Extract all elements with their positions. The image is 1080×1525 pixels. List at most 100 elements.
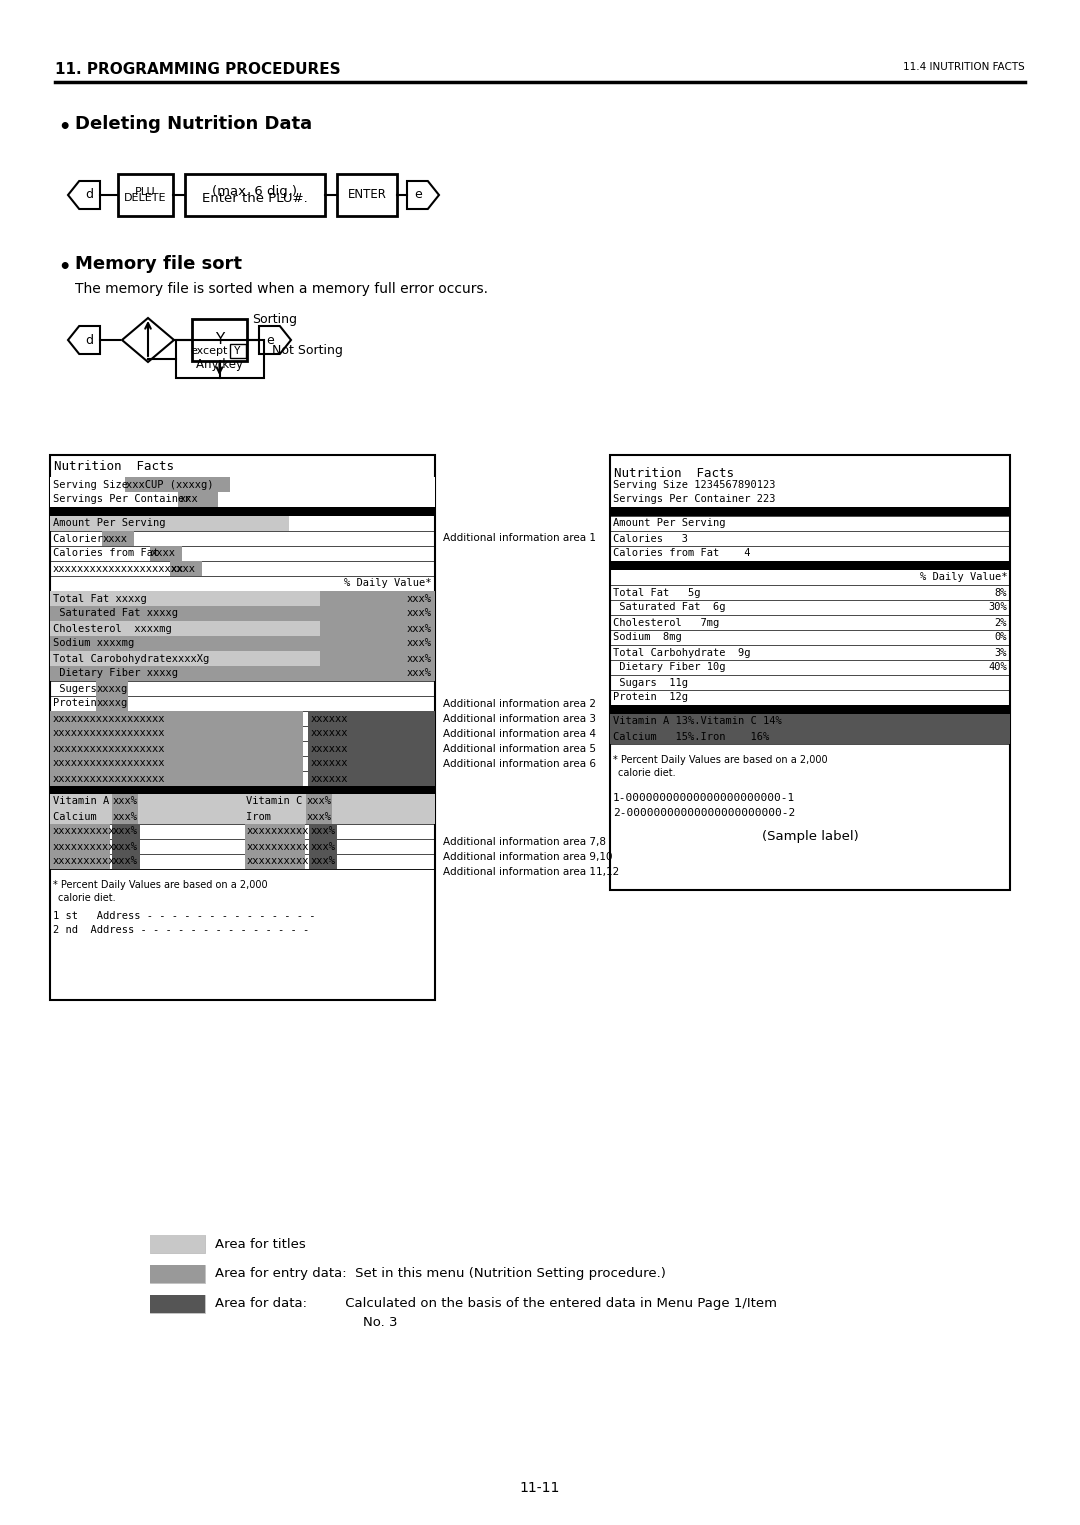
Text: xxxxxxxxxxxxxxxxxx: xxxxxxxxxxxxxxxxxx xyxy=(53,729,165,738)
Text: Sodium  8mg: Sodium 8mg xyxy=(613,633,681,642)
Text: 2 nd  Address - - - - - - - - - - - - - -: 2 nd Address - - - - - - - - - - - - - - xyxy=(53,926,309,935)
Text: 2-00000000000000000000000-2: 2-00000000000000000000000-2 xyxy=(613,808,795,817)
Bar xyxy=(308,711,435,726)
Bar xyxy=(50,772,303,785)
Bar xyxy=(50,605,320,621)
Text: except: except xyxy=(191,346,228,355)
Text: Vitamin C: Vitamin C xyxy=(245,796,314,807)
Text: Any key: Any key xyxy=(195,358,243,371)
Bar xyxy=(112,795,138,808)
Text: xxx%: xxx% xyxy=(311,842,336,851)
Text: Memory file sort: Memory file sort xyxy=(75,255,242,273)
Text: xxxxxx: xxxxxx xyxy=(311,758,349,769)
Text: (max. 6 dig.): (max. 6 dig.) xyxy=(213,185,297,198)
Text: 1 st   Address - - - - - - - - - - - - - -: 1 st Address - - - - - - - - - - - - - - xyxy=(53,910,315,921)
Text: Area for entry data:  Set in this menu (Nutrition Setting procedure.): Area for entry data: Set in this menu (N… xyxy=(215,1267,666,1281)
Bar xyxy=(610,454,1010,891)
Text: d: d xyxy=(85,189,93,201)
Text: Cholesterol   7mg: Cholesterol 7mg xyxy=(613,618,719,627)
Bar xyxy=(96,695,129,711)
Bar xyxy=(150,1295,205,1313)
Bar xyxy=(50,506,435,515)
Bar xyxy=(244,824,305,839)
Bar xyxy=(150,1266,205,1283)
Text: xxxxxxxxxx: xxxxxxxxxx xyxy=(246,827,309,837)
Text: Calcium   15%.Iron    16%: Calcium 15%.Iron 16% xyxy=(613,732,769,741)
Text: Protein  12g: Protein 12g xyxy=(613,692,688,703)
Text: calorie diet.: calorie diet. xyxy=(618,769,676,778)
Text: xxxxxxxxxxxxxxxxxxxxx: xxxxxxxxxxxxxxxxxxxxx xyxy=(53,564,185,573)
Text: The memory file is sorted when a memory full error occurs.: The memory file is sorted when a memory … xyxy=(75,282,488,296)
Bar xyxy=(50,651,320,666)
Text: xxxCUP (xxxxg): xxxCUP (xxxxg) xyxy=(126,479,214,490)
Bar xyxy=(50,621,320,636)
Text: xxxxxxxxxx: xxxxxxxxxx xyxy=(53,842,116,851)
Bar xyxy=(320,651,435,666)
Bar xyxy=(112,839,140,854)
Bar xyxy=(610,506,1010,515)
Text: Sorting: Sorting xyxy=(252,314,297,326)
Text: Saturated Fat  6g: Saturated Fat 6g xyxy=(613,602,726,613)
Text: Area for titles: Area for titles xyxy=(215,1237,306,1250)
Text: Irom: Irom xyxy=(245,811,314,822)
Bar xyxy=(610,729,1010,744)
Text: xxxxxx: xxxxxx xyxy=(311,744,349,753)
Bar xyxy=(50,854,110,869)
Bar xyxy=(150,546,183,561)
Text: Additional information area 4: Additional information area 4 xyxy=(443,729,596,740)
Text: Cholesterol  xxxxmg: Cholesterol xxxxmg xyxy=(53,624,172,633)
Text: xxxxxxxxxx: xxxxxxxxxx xyxy=(246,857,309,866)
Text: Calorier: Calorier xyxy=(53,534,109,543)
Text: % Daily Value*: % Daily Value* xyxy=(919,572,1007,583)
Text: ENTER: ENTER xyxy=(348,189,387,201)
Bar xyxy=(192,319,247,361)
Bar xyxy=(112,824,140,839)
Text: Total Fat xxxxg: Total Fat xxxxg xyxy=(53,593,147,604)
Text: xxx%: xxx% xyxy=(407,639,432,648)
Text: No. 3: No. 3 xyxy=(363,1316,397,1328)
Text: xxx%: xxx% xyxy=(407,593,432,604)
Text: Total Carbohydrate  9g: Total Carbohydrate 9g xyxy=(613,648,751,657)
Bar xyxy=(50,839,110,854)
Bar xyxy=(175,340,264,378)
Text: xxxxxxxxxx: xxxxxxxxxx xyxy=(246,842,309,851)
Bar xyxy=(112,808,138,824)
Text: xxx%: xxx% xyxy=(311,827,336,837)
Text: Additional information area 2: Additional information area 2 xyxy=(443,698,596,709)
Text: e: e xyxy=(415,189,422,201)
Bar xyxy=(170,561,202,576)
Text: 11.4 INUTRITION FACTS: 11.4 INUTRITION FACTS xyxy=(903,63,1025,72)
Text: 11-11: 11-11 xyxy=(519,1481,561,1494)
Text: Saturated Fat xxxxg: Saturated Fat xxxxg xyxy=(53,608,178,619)
Bar xyxy=(118,174,173,217)
Text: 30%: 30% xyxy=(988,602,1007,613)
Text: 11. PROGRAMMING PROCEDURES: 11. PROGRAMMING PROCEDURES xyxy=(55,63,340,76)
Bar xyxy=(320,666,435,682)
Bar xyxy=(309,854,337,869)
Text: Amount Per Serving: Amount Per Serving xyxy=(613,518,726,529)
Bar xyxy=(308,756,435,772)
Text: Additional information area 3: Additional information area 3 xyxy=(443,714,596,724)
Bar xyxy=(125,477,230,493)
Text: xxx%: xxx% xyxy=(407,668,432,679)
Bar xyxy=(50,726,303,741)
Bar xyxy=(50,711,303,726)
Text: xxx%: xxx% xyxy=(307,796,332,807)
Text: Nutrition  Facts: Nutrition Facts xyxy=(54,461,174,473)
Text: Dietary Fiber xxxxg: Dietary Fiber xxxxg xyxy=(53,668,178,679)
Text: Sugars  11g: Sugars 11g xyxy=(613,677,688,688)
Text: Additional information area 6: Additional information area 6 xyxy=(443,759,596,769)
Text: xxxxxx: xxxxxx xyxy=(311,773,349,784)
Text: xxxx: xxxx xyxy=(151,549,176,558)
Text: Y: Y xyxy=(234,346,241,355)
Bar xyxy=(150,1235,205,1254)
Text: xxx: xxx xyxy=(180,494,199,505)
Text: Nutrition  Facts: Nutrition Facts xyxy=(615,467,734,480)
Bar xyxy=(243,795,435,808)
Text: xxxxxxxxxx: xxxxxxxxxx xyxy=(53,827,116,837)
Bar xyxy=(337,174,397,217)
Text: e: e xyxy=(267,334,274,346)
Bar xyxy=(50,592,320,605)
Bar xyxy=(320,621,435,636)
Bar xyxy=(306,795,332,808)
